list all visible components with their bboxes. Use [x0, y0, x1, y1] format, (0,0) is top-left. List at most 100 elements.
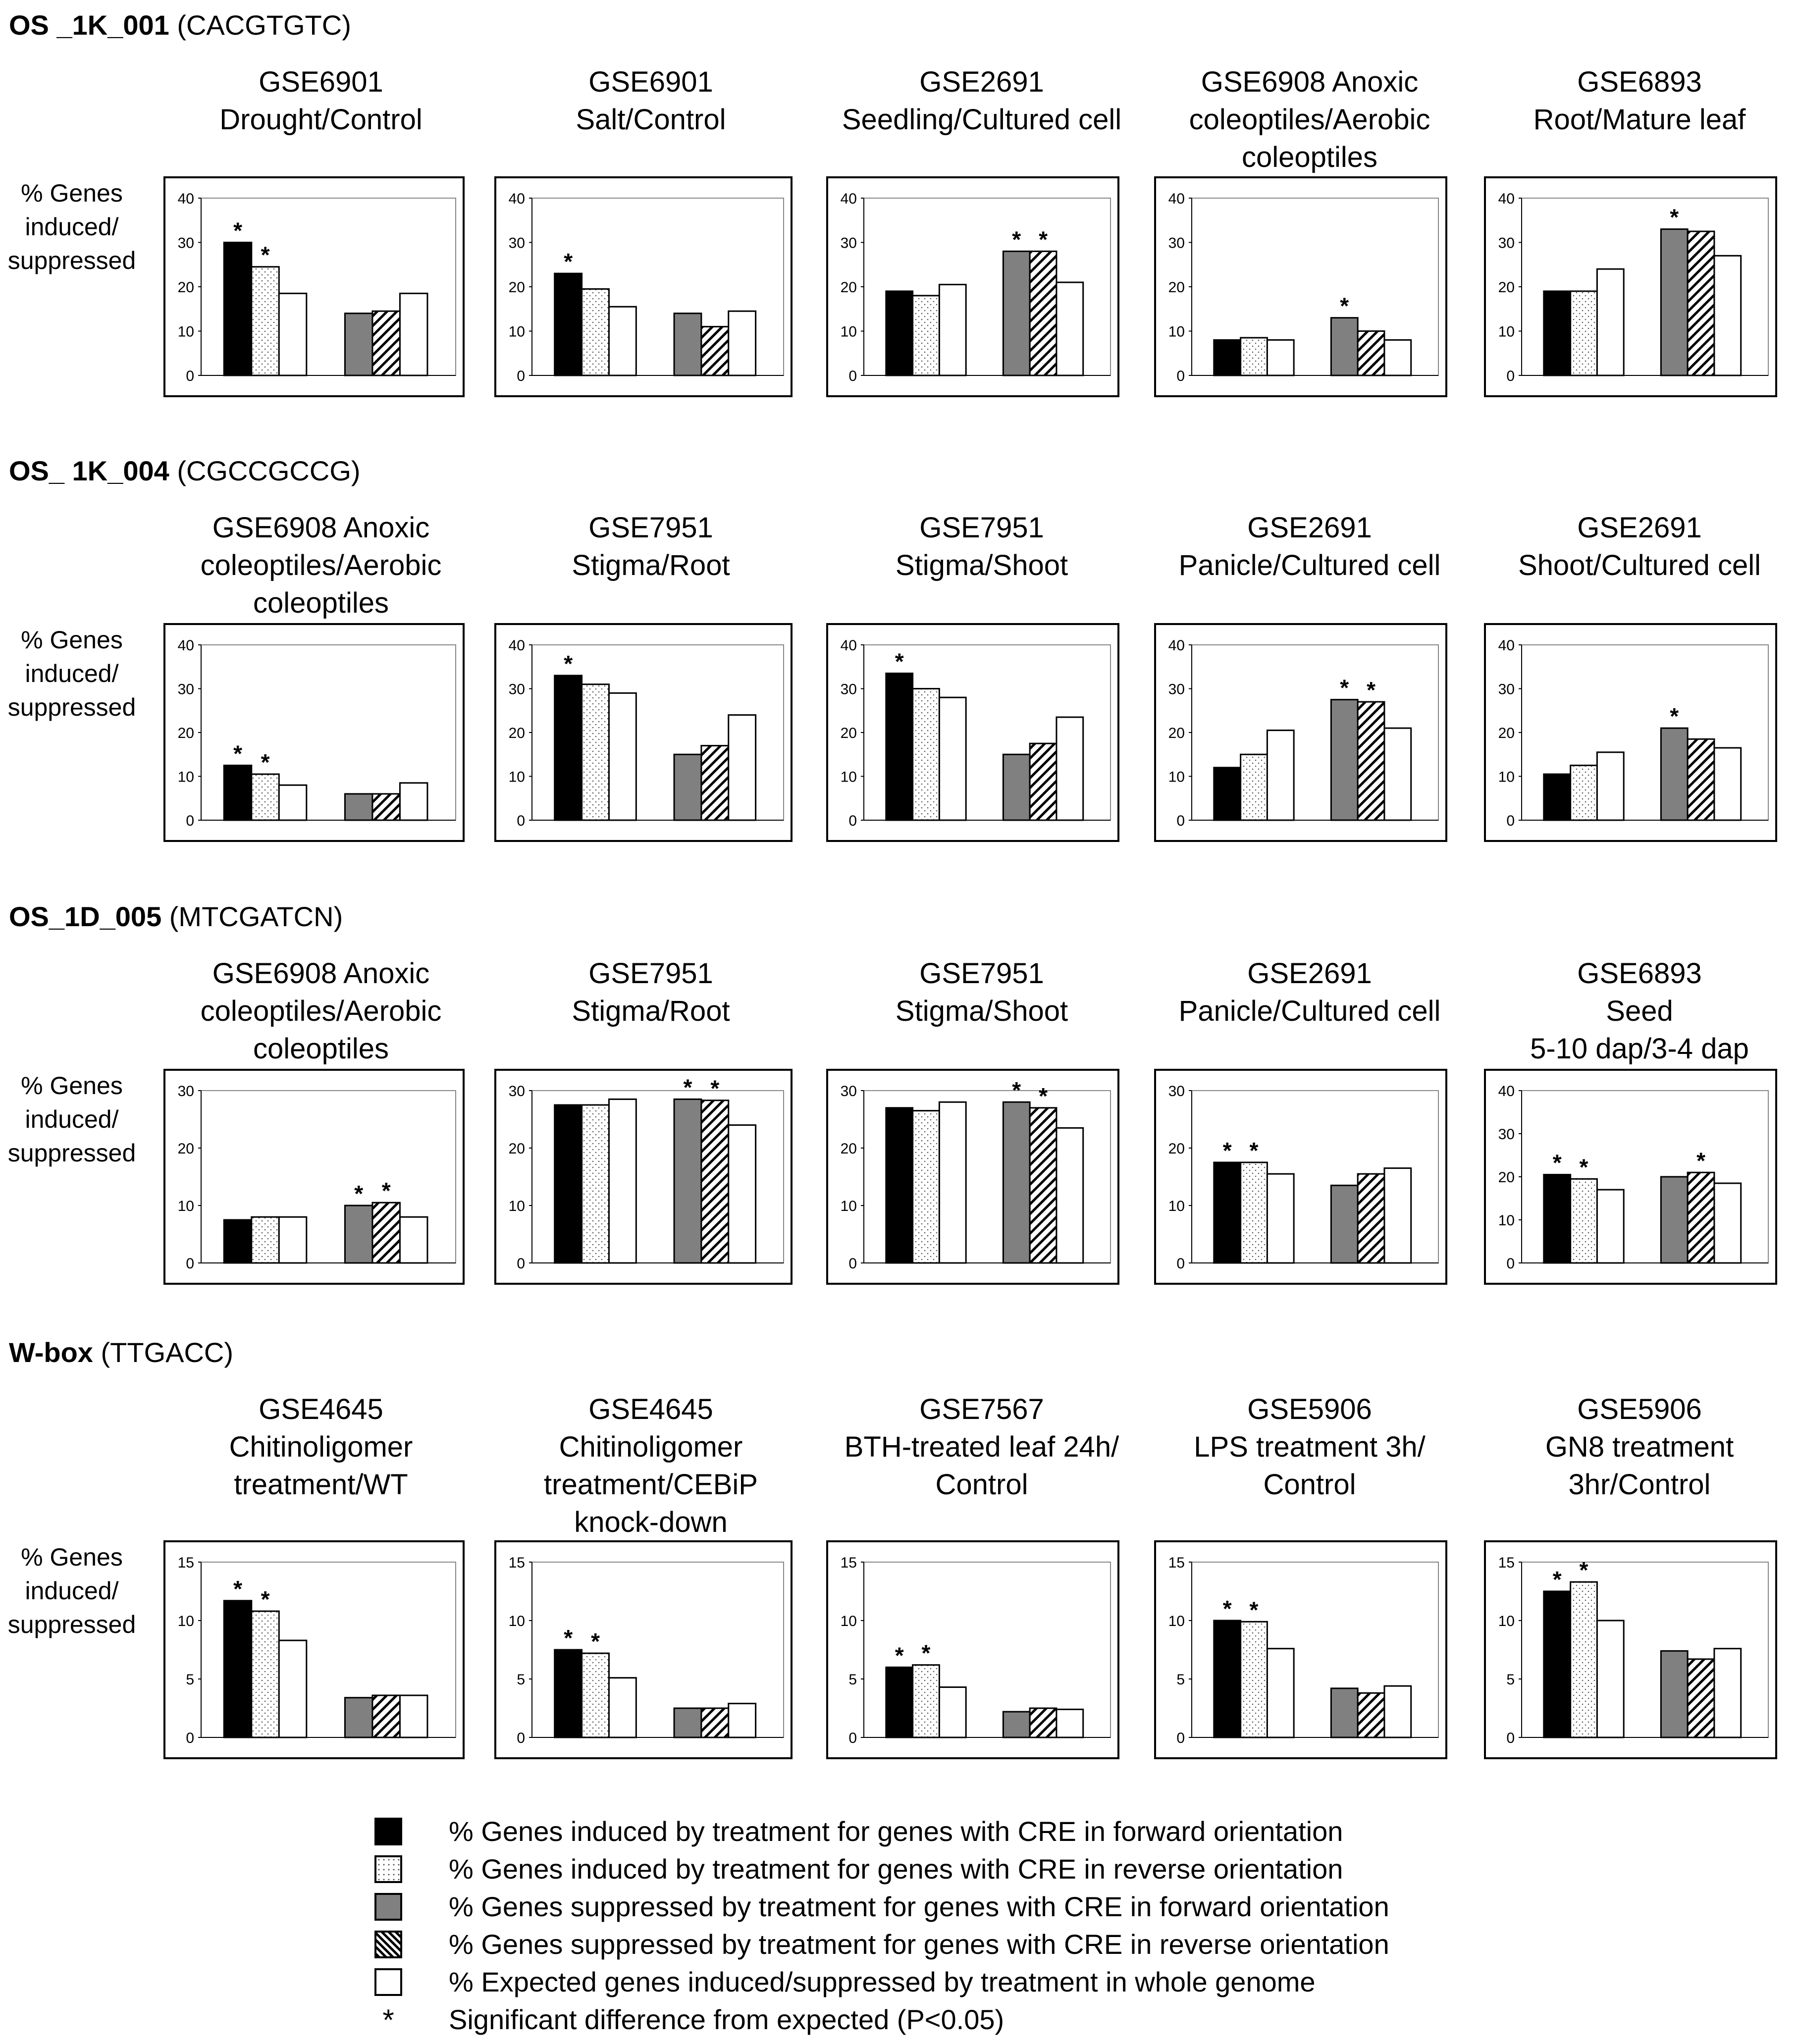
bar-reverse-suppressed	[371, 1202, 401, 1264]
bar-expected-induced	[1596, 751, 1625, 821]
bar-expected-suppressed	[399, 1216, 428, 1264]
bar-forward-suppressed	[1002, 1711, 1031, 1738]
legend-label: Significant difference from expected (P<…	[449, 2004, 1005, 2035]
y-tick-label: 10	[841, 324, 857, 340]
panel-title: GSE7951 Stigma/Shoot	[823, 509, 1140, 584]
significance-star: *	[895, 649, 904, 675]
y-tick-label: 0	[1506, 813, 1515, 829]
panel-title-line: GSE7951	[919, 957, 1044, 990]
panel-title-line: Chitinoligomer	[559, 1431, 743, 1463]
significance-star: *	[683, 1074, 692, 1100]
panel-title-line: GSE5906	[1247, 1393, 1372, 1425]
significance-star: *	[591, 1628, 600, 1654]
chart-panel: 0 10 20 30 40 *	[494, 623, 793, 842]
bar-forward-suppressed	[673, 1098, 702, 1264]
y-tick-label: 5	[1176, 1672, 1185, 1688]
bar-expected-induced	[278, 1639, 308, 1738]
y-tick-label: 15	[1168, 1555, 1185, 1571]
bar-forward-suppressed	[344, 793, 373, 821]
significance-star: *	[1039, 226, 1048, 252]
bar-forward-suppressed	[344, 1205, 373, 1264]
significance-star: *	[1039, 1083, 1048, 1109]
bar-forward-suppressed	[1660, 228, 1689, 376]
panel-title-line: GSE4645	[588, 1393, 713, 1425]
bar-reverse-suppressed	[371, 1694, 401, 1738]
bar-expected-suppressed	[1713, 255, 1742, 376]
bar-forward-induced	[554, 675, 583, 821]
bar-forward-induced	[554, 1649, 583, 1738]
bar-reverse-suppressed	[1029, 1107, 1058, 1264]
significance-star: *	[382, 1178, 391, 1204]
chart-panel: 0 5 10 15 * *	[494, 1540, 793, 1759]
y-tick-label: 30	[841, 235, 857, 252]
y-tick-label: 30	[509, 1083, 525, 1100]
chart-panel: 0 10 20 30 40 *	[1484, 623, 1777, 842]
bar-expected-induced	[608, 1098, 637, 1264]
chart-panel: 0 10 20 30 40 *	[1484, 176, 1777, 397]
y-axis-label: % Genes induced/suppressed	[5, 176, 139, 277]
legend-swatch	[374, 1855, 402, 1883]
bar-expected-induced	[1266, 1648, 1295, 1738]
significance-star: *	[564, 1625, 573, 1651]
panel-title-line: coleoptiles	[1241, 141, 1378, 173]
y-tick-label: 0	[1506, 368, 1515, 384]
legend-swatch	[374, 1968, 402, 1996]
significance-star: *	[1223, 1138, 1232, 1163]
bar-chart: 0 10 20 30 * *	[841, 1077, 1111, 1272]
bar-reverse-suppressed	[1029, 1707, 1058, 1738]
significance-star: *	[1223, 1596, 1232, 1622]
bar-reverse-induced	[912, 688, 940, 821]
y-tick-label: 30	[841, 681, 857, 698]
y-axis-label-line: % Genes	[21, 626, 123, 654]
significance-star: *	[261, 749, 270, 775]
significance-star: *	[1580, 1154, 1588, 1180]
bar-forward-induced	[554, 272, 583, 376]
bar-expected-induced	[938, 1686, 967, 1738]
panel-title-line: GSE2691	[1247, 512, 1372, 544]
bar-reverse-induced	[1240, 753, 1268, 821]
bar-forward-induced	[1213, 1161, 1242, 1264]
bar-chart: 0 10 20 30 40 *	[509, 191, 784, 384]
y-tick-label: 10	[178, 1613, 194, 1629]
y-tick-label: 20	[509, 279, 525, 296]
bar-chart: 0 5 10 15 * *	[509, 1555, 784, 1746]
y-tick-label: 30	[178, 1083, 194, 1100]
y-tick-label: 10	[509, 1198, 525, 1214]
bar-forward-induced	[1213, 767, 1242, 821]
bar-reverse-suppressed	[1029, 742, 1058, 821]
chart-panel: 0 10 20 30 40 *	[494, 176, 793, 397]
significance-star: *	[233, 218, 242, 244]
y-tick-label: 20	[509, 1141, 525, 1157]
bar-reverse-induced	[1570, 764, 1598, 821]
panel-title: GSE6893 Root/Mature leaf	[1481, 63, 1798, 139]
bar-chart: 0 5 10 15 * *	[1168, 1555, 1439, 1746]
chart-panel: 0 10 20 30 40 * *	[826, 176, 1119, 397]
bar-reverse-suppressed	[700, 1100, 730, 1264]
y-tick-label: 20	[1168, 1141, 1185, 1157]
bar-forward-induced	[223, 1219, 253, 1264]
bar-expected-suppressed	[1056, 1127, 1084, 1264]
motif-name: W-box	[9, 1337, 93, 1368]
bar-chart: 0 10 20 30 40 * *	[178, 637, 456, 829]
panel-title-line: Stigma/Shoot	[895, 995, 1068, 1027]
y-tick-label: 20	[1498, 725, 1515, 741]
significance-star: *	[895, 1642, 904, 1668]
significance-star: *	[1670, 205, 1679, 230]
chart-panel: 0 10 20 30 40 * *	[163, 623, 465, 842]
y-tick-label: 10	[1498, 1212, 1515, 1229]
chart-panel: 0 5 10 15 * *	[826, 1540, 1119, 1759]
y-tick-label: 10	[841, 1198, 857, 1214]
bar-reverse-suppressed	[700, 326, 730, 376]
chart-panel: 0 5 10 15 * *	[1484, 1540, 1777, 1759]
y-tick-label: 5	[517, 1672, 525, 1688]
panel-title-line: coleoptiles	[253, 587, 389, 619]
panel-title-line: GSE6908 Anoxic	[212, 957, 430, 990]
y-tick-label: 15	[1498, 1555, 1515, 1571]
bar-reverse-induced	[1240, 337, 1268, 376]
panel-title-line: Root/Mature leaf	[1533, 104, 1746, 136]
y-tick-label: 10	[1168, 1198, 1185, 1214]
y-tick-label: 10	[841, 1613, 857, 1629]
panel-title-line: Seedling/Cultured cell	[842, 104, 1122, 136]
bar-reverse-suppressed	[1357, 1173, 1385, 1264]
panel-title-line: GSE6901	[588, 66, 713, 98]
